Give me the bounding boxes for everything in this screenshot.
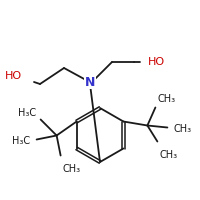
- Text: H₃C: H₃C: [12, 136, 31, 146]
- Text: CH₃: CH₃: [159, 150, 178, 160]
- Text: CH₃: CH₃: [157, 95, 176, 104]
- Text: CH₃: CH₃: [173, 124, 192, 134]
- Text: HO: HO: [5, 71, 22, 81]
- Text: N: N: [85, 75, 95, 88]
- Text: H₃C: H₃C: [18, 108, 37, 118]
- Text: CH₃: CH₃: [63, 164, 81, 173]
- Text: HO: HO: [148, 57, 165, 67]
